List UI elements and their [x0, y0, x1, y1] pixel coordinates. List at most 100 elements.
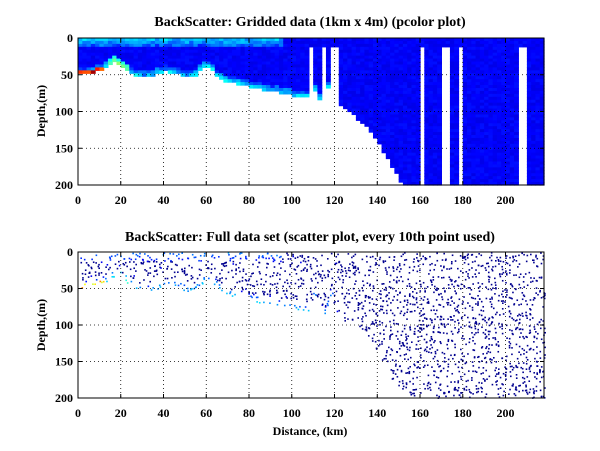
scatter-point: [409, 310, 412, 313]
pcolor-cell: [146, 55, 152, 60]
pcolor-cell: [488, 43, 494, 48]
scatter-point: [416, 253, 418, 255]
pcolor-cell: [368, 58, 374, 63]
scatter-point: [463, 373, 466, 376]
pcolor-cell: [278, 61, 284, 66]
scatter-point: [415, 257, 418, 259]
pcolor-cell: [539, 82, 545, 86]
pcolor-cell: [475, 46, 481, 51]
pcolor-cell: [394, 123, 400, 127]
scatter-point: [472, 340, 474, 342]
scatter-point: [522, 335, 524, 338]
scatter-point: [496, 256, 498, 259]
pcolor-cell: [526, 38, 532, 42]
pcolor-cell: [424, 76, 430, 80]
scatter-point: [522, 294, 525, 296]
pcolor-cell: [398, 93, 404, 98]
pcolor-cell: [351, 67, 357, 71]
pcolor-cell: [227, 55, 233, 60]
scatter-point: [386, 294, 388, 296]
pcolor-cell: [467, 87, 472, 92]
pcolor-cell: [501, 158, 507, 163]
pcolor-cell: [484, 108, 490, 113]
pcolor-cell: [343, 40, 348, 45]
scatter-point: [494, 293, 496, 295]
pcolor-cell: [180, 55, 186, 60]
pcolor-cell: [249, 52, 254, 57]
pcolor-cell: [407, 123, 413, 127]
pcolor-cell: [462, 82, 468, 86]
pcolor-cell: [467, 123, 472, 127]
pcolor-cell: [223, 52, 229, 57]
scatter-point: [435, 309, 438, 312]
scatter-point: [178, 257, 180, 260]
scatter-point: [111, 275, 114, 278]
pcolor-cell: [471, 55, 477, 60]
pcolor-cell: [479, 114, 485, 118]
scatter-point: [434, 288, 437, 291]
scatter-point: [489, 358, 492, 360]
pcolor-cell: [437, 61, 442, 66]
pcolor-cell: [462, 38, 468, 42]
pcolor-cell: [475, 87, 481, 92]
pcolor-cell: [505, 67, 511, 71]
scatter-point: [425, 317, 428, 320]
scatter-point: [450, 354, 452, 357]
pcolor-cell: [471, 161, 477, 166]
pcolor-cell: [432, 87, 438, 92]
scatter-point: [511, 384, 514, 387]
scatter-point: [422, 255, 424, 258]
pcolor-cell: [317, 73, 323, 77]
pcolor-cell: [304, 85, 310, 89]
pcolor-cell: [343, 82, 348, 86]
scatter-point: [409, 328, 412, 331]
pcolor-cell: [462, 70, 468, 74]
scatter-point: [262, 256, 265, 259]
pcolor-cell: [467, 102, 472, 107]
pcolor-cell: [526, 87, 532, 92]
pcolor-cell: [437, 99, 442, 104]
pcolor-cell: [372, 46, 378, 51]
scatter-point: [171, 261, 173, 263]
scatter-point: [336, 310, 339, 313]
scatter-point: [446, 375, 448, 378]
scatter-point: [513, 274, 515, 277]
pcolor-cell: [172, 43, 177, 48]
scatter-point: [220, 281, 223, 284]
pcolor-cell: [347, 90, 353, 95]
pcolor-cell: [496, 126, 502, 130]
scatter-point: [146, 260, 149, 263]
scatter-point: [484, 380, 486, 382]
pcolor-cell: [432, 61, 438, 66]
pcolor-cell: [539, 87, 545, 92]
pcolor-cell: [462, 99, 468, 104]
scatter-point: [518, 313, 520, 316]
pcolor-cell: [249, 70, 254, 74]
pcolor-cell: [428, 179, 434, 183]
pcolor-cell: [539, 40, 545, 45]
scatter-point: [468, 388, 471, 391]
pcolor-cell: [402, 111, 408, 116]
pcolor-cell: [488, 76, 494, 80]
pcolor-cell: [120, 38, 126, 42]
pcolor-cell: [411, 135, 417, 139]
pcolor-cell: [539, 123, 545, 127]
pcolor-cell: [317, 40, 323, 45]
scatter-point: [447, 301, 450, 304]
pcolor-cell: [360, 76, 366, 80]
pcolor-cell: [432, 64, 438, 68]
pcolor-cell: [398, 135, 404, 139]
pcolor-cell: [296, 43, 301, 48]
scatter-point: [486, 378, 488, 381]
pcolor-cell: [398, 143, 404, 148]
pcolor-cell: [415, 143, 421, 148]
scatter-point: [487, 318, 490, 321]
pcolor-cell: [214, 49, 220, 54]
pcolor-cell: [492, 135, 498, 139]
pcolor-cell: [390, 40, 395, 45]
pcolor-cell: [142, 61, 148, 66]
pcolor-cell: [385, 108, 391, 113]
scatter-point: [480, 347, 483, 349]
scatter-point: [475, 323, 478, 325]
pcolor-cell: [509, 173, 515, 177]
